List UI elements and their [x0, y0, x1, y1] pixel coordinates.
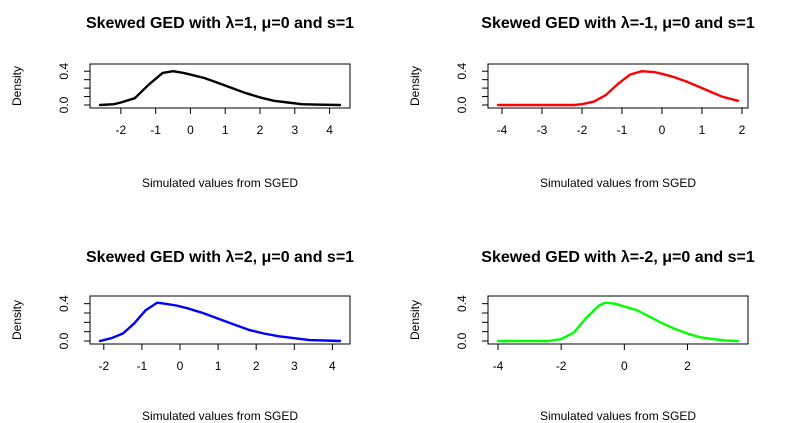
- x-tick-label: 1: [222, 123, 229, 137]
- y-tick-label: 0.4: [455, 63, 469, 80]
- x-tick-label: 3: [291, 123, 298, 137]
- x-tick-label: 0: [621, 359, 628, 373]
- x-tick-label: -1: [137, 359, 148, 373]
- chart-title: Skewed GED with λ=2, μ=0 and s=1: [86, 249, 354, 266]
- y-axis-label: Density: [10, 66, 24, 106]
- chart-title: Skewed GED with λ=-2, μ=0 and s=1: [481, 249, 755, 266]
- x-tick-label: 2: [253, 359, 260, 373]
- x-tick-label: -2: [98, 359, 109, 373]
- x-tick-label: 2: [257, 123, 264, 137]
- x-tick-label: -2: [116, 123, 127, 137]
- y-tick-label: 0.4: [455, 295, 469, 312]
- x-tick-label: -4: [497, 123, 508, 137]
- x-tick-label: 0: [659, 123, 666, 137]
- y-axis-label: Density: [408, 300, 422, 340]
- x-tick-label: -2: [556, 359, 567, 373]
- plot-frame: [487, 295, 749, 345]
- density-curve: [98, 69, 342, 107]
- chart-panel-3: Skewed GED with λ=2, μ=0 and s=1 -2 -1 0 1 2 3…: [10, 249, 354, 423]
- x-tick-label: 4: [329, 359, 336, 373]
- y-tick-label: 0.4: [57, 295, 71, 312]
- y-axis-label: Density: [10, 300, 24, 340]
- chart-panel-2: Skewed GED with λ=-1, μ=0 and s=1 -4 -3 -2 -…: [408, 15, 755, 190]
- x-tick-label: -3: [537, 123, 548, 137]
- x-tick-label: 3: [291, 359, 298, 373]
- y-tick-label: 0.0: [455, 96, 469, 113]
- y-tick-label: 0.0: [57, 96, 71, 113]
- chart-panel-1: Skewed GED with λ=1, μ=0 and s=1 -2 -1 0 1 2 3…: [10, 15, 354, 190]
- x-axis-label: Simulated values from SGED: [142, 409, 298, 423]
- x-tick-label: 2: [739, 123, 746, 137]
- x-axis-label: Simulated values from SGED: [540, 176, 696, 190]
- x-tick-label: 1: [699, 123, 706, 137]
- y-tick-label: 0.4: [57, 63, 71, 80]
- plot-frame: [487, 63, 749, 109]
- plot-frame: [89, 295, 351, 345]
- x-axis-label: Simulated values from SGED: [540, 409, 696, 423]
- x-tick-label: 4: [326, 123, 333, 137]
- x-tick-label: 0: [187, 123, 194, 137]
- y-axis-label: Density: [408, 66, 422, 106]
- chart-panel-4: Skewed GED with λ=-2, μ=0 and s=1 -4 -2 0 2 0…: [408, 249, 755, 423]
- density-curve: [496, 301, 740, 343]
- x-tick-label: 1: [215, 359, 222, 373]
- y-tick-label: 0.0: [455, 332, 469, 349]
- density-curve: [98, 301, 342, 343]
- y-tick-label: 0.0: [57, 332, 71, 349]
- x-tick-label: -1: [150, 123, 161, 137]
- x-tick-label: 0: [177, 359, 184, 373]
- plot-frame: [89, 63, 351, 109]
- density-curve: [496, 69, 740, 107]
- x-tick-label: 2: [684, 359, 691, 373]
- chart-title: Skewed GED with λ=1, μ=0 and s=1: [86, 15, 354, 32]
- x-tick-label: -4: [493, 359, 504, 373]
- chart-title: Skewed GED with λ=-1, μ=0 and s=1: [481, 15, 755, 32]
- x-tick-label: -2: [577, 123, 588, 137]
- x-axis-label: Simulated values from SGED: [142, 176, 298, 190]
- x-tick-label: -1: [617, 123, 628, 137]
